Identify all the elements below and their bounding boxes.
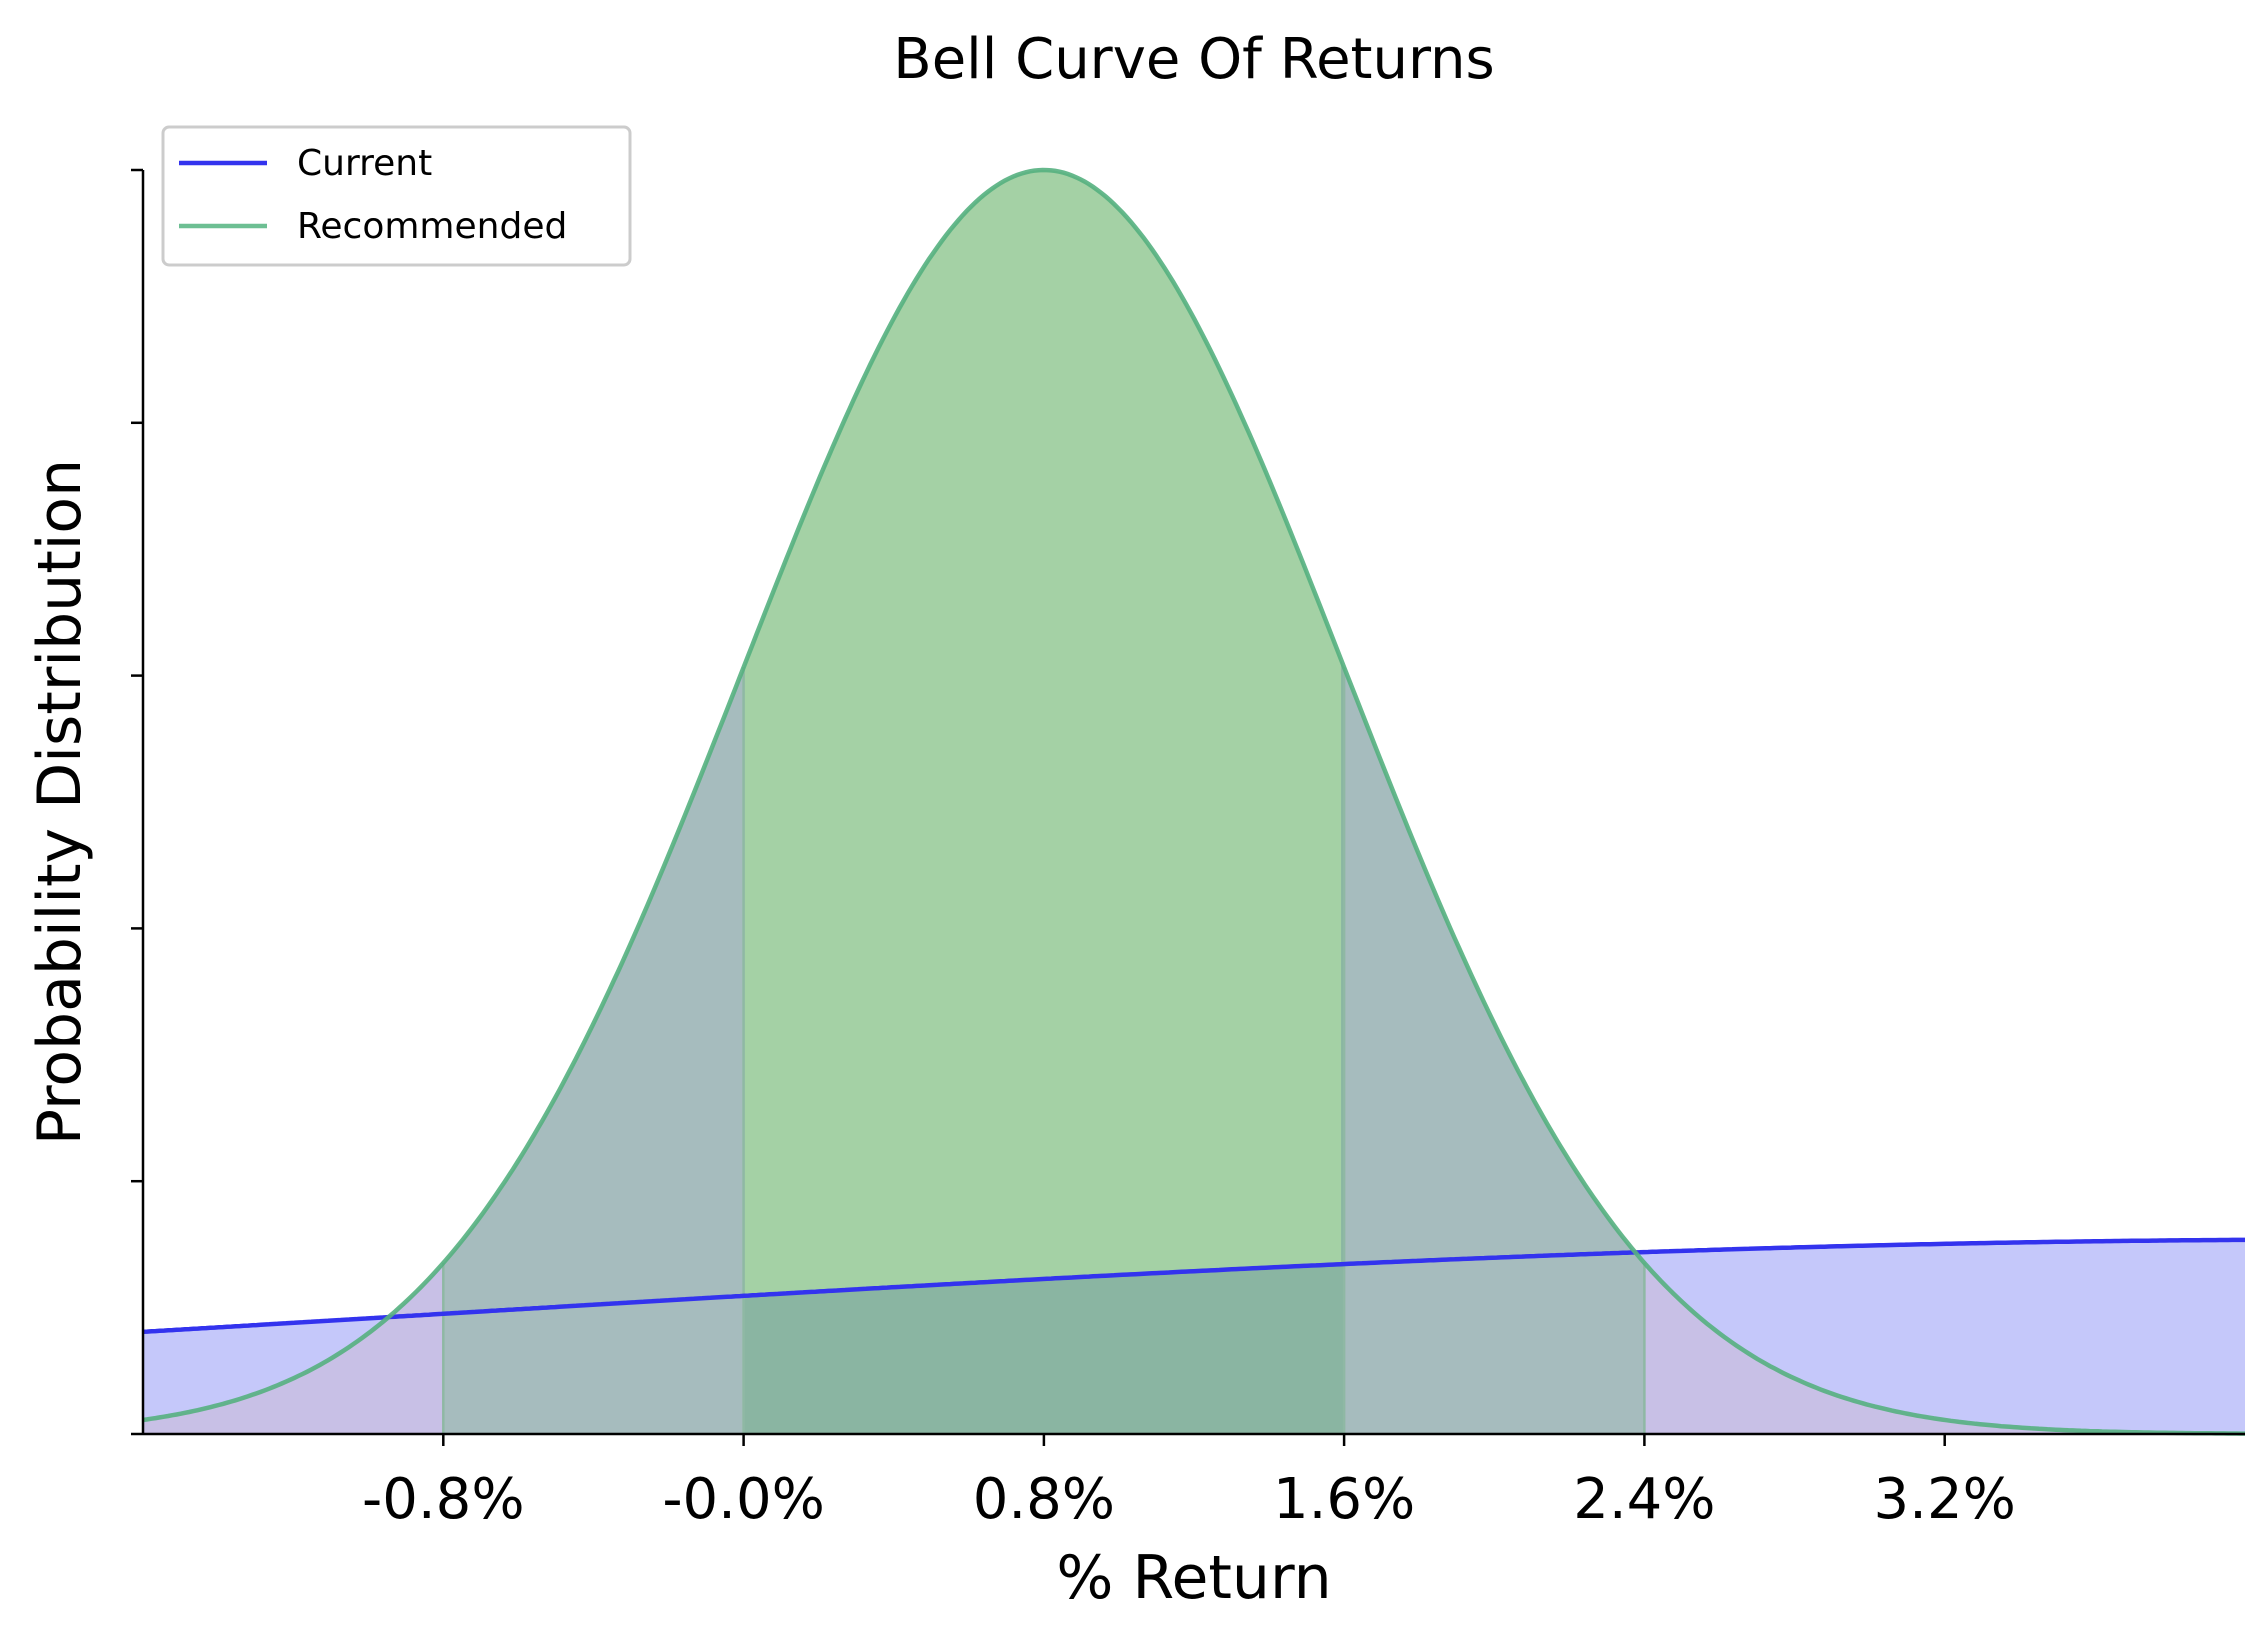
legend-label-current: Current: [297, 143, 432, 184]
x-tick-label: 0.8%: [973, 1467, 1115, 1532]
recommended-right-tail: [1644, 1262, 2245, 1434]
series-fills: [143, 170, 2245, 1434]
axes: [141, 170, 2245, 1436]
recommended-line: [142, 167, 2245, 1436]
chart-title: Bell Curve Of Returns: [893, 27, 1494, 92]
legend: Current Recommended: [161, 125, 632, 267]
legend-label-recommended: Recommended: [297, 206, 567, 247]
x-ticks: -0.8% -0.0% 0.8% 1.6% 2.4% 3.2%: [362, 1434, 2016, 1532]
series-lines: [142, 167, 2245, 1436]
current-line: [142, 1237, 2245, 1335]
y-ticks: [131, 168, 143, 1436]
recommended-left-tail: [143, 1262, 444, 1434]
legend-box: [161, 125, 632, 267]
x-tick-label: -0.8%: [362, 1467, 524, 1532]
x-tick-label: 2.4%: [1573, 1467, 1715, 1532]
y-axis-label: Probability Distribution: [25, 459, 95, 1145]
recommended-peak-fill: [744, 170, 1342, 1296]
x-tick-label: 1.6%: [1273, 1467, 1415, 1532]
x-tick-label: -0.0%: [662, 1467, 824, 1532]
x-tick-label: 3.2%: [1874, 1467, 2016, 1532]
x-axis-label: % Return: [1056, 1543, 1331, 1613]
